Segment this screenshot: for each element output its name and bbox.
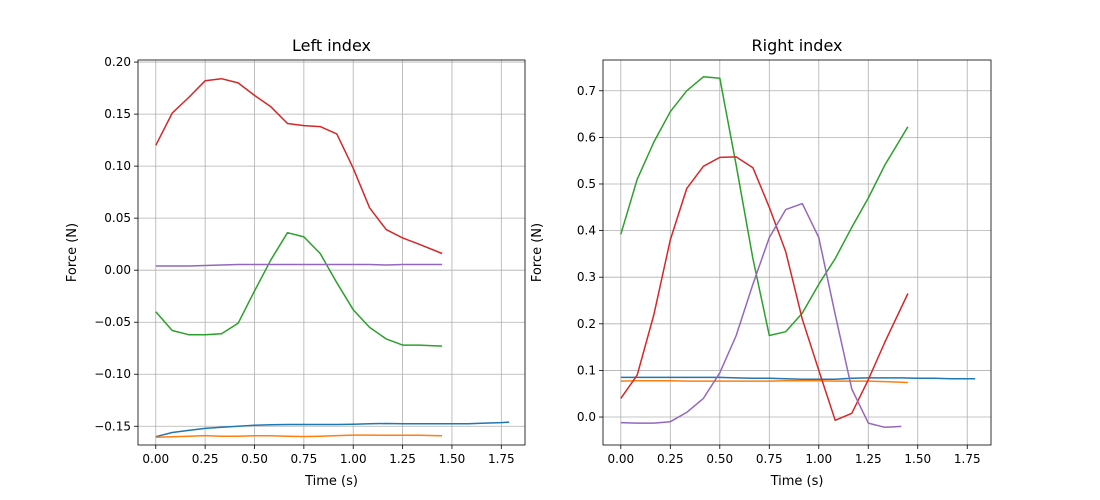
chart-title: Right index [752, 36, 843, 55]
series-line-3 [620, 156, 909, 422]
series-line-1 [620, 379, 908, 384]
x-tick-label: 0.75 [290, 452, 317, 466]
y-tick-label: 0.0 [577, 410, 596, 424]
y-tick-label: 0.00 [104, 263, 131, 277]
series-line-2 [155, 231, 443, 347]
x-tick-label: 1.25 [855, 452, 882, 466]
x-tick-label: 1.50 [439, 452, 466, 466]
x-axis-label: Time (s) [304, 474, 358, 489]
y-tick-label: 0.4 [577, 224, 596, 238]
series-line-1 [155, 434, 443, 438]
y-tick-label: −0.15 [94, 419, 131, 433]
series-line-4 [155, 263, 443, 267]
x-axis-label: Time (s) [770, 474, 824, 489]
x-tick-label: 0.00 [607, 452, 634, 466]
axes-frame [602, 59, 992, 446]
y-tick-label: 0.10 [104, 159, 131, 173]
y-tick-label: 0.2 [577, 317, 596, 331]
series-line-2 [620, 76, 909, 337]
x-tick-label: 1.75 [488, 452, 515, 466]
series-line-0 [620, 376, 976, 381]
y-tick-label: 0.6 [577, 130, 596, 144]
x-tick-label: 0.25 [657, 452, 684, 466]
series-line-0 [155, 421, 510, 438]
y-axis-label: Force (N) [65, 223, 80, 282]
y-tick-label: 0.05 [104, 211, 131, 225]
x-tick-label: 0.25 [192, 452, 219, 466]
chart-left-index: 0.00 0.25 0.50 0.75 1.00 1.25 1.50 1.75 −0.15 −0.… [65, 36, 526, 489]
x-tick-label: 0.00 [142, 452, 169, 466]
y-tick-label: −0.05 [94, 315, 131, 329]
y-tick-label: 0.5 [577, 177, 596, 191]
x-tick-label: 0.75 [756, 452, 783, 466]
y-tick-label: 0.20 [104, 55, 131, 69]
x-tick-label: 1.00 [805, 452, 832, 466]
x-tick-label: 0.50 [241, 452, 268, 466]
y-tick-label: 0.1 [577, 363, 596, 377]
y-tick-label: 0.7 [577, 84, 596, 98]
series-line-3 [155, 77, 443, 255]
chart-title: Left index [292, 36, 371, 55]
y-tick-label: 0.15 [104, 107, 131, 121]
axes-frame [137, 59, 526, 446]
y-tick-label: 0.3 [577, 270, 596, 284]
x-tick-label: 1.00 [340, 452, 367, 466]
y-axis-label: Force (N) [530, 223, 545, 282]
x-tick-label: 0.50 [706, 452, 733, 466]
x-tick-label: 1.75 [954, 452, 981, 466]
x-tick-label: 1.50 [904, 452, 931, 466]
y-tick-label: −0.10 [94, 367, 131, 381]
series-line-4 [620, 202, 902, 429]
x-tick-label: 1.25 [389, 452, 416, 466]
chart-right-index: 0.00 0.25 0.50 0.75 1.00 1.25 1.50 1.75 0.0 0.1 0.… [530, 36, 992, 489]
